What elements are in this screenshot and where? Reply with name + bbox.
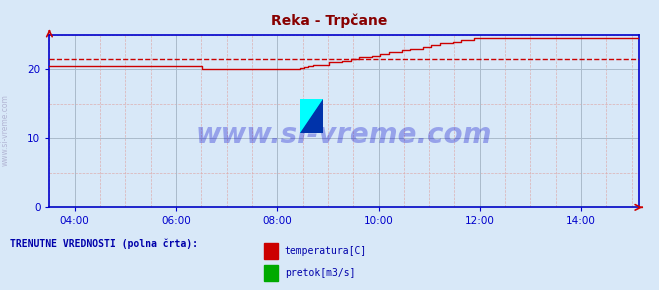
Text: TRENUTNE VREDNOSTI (polna črta):: TRENUTNE VREDNOSTI (polna črta):	[10, 238, 198, 249]
Text: pretok[m3/s]: pretok[m3/s]	[285, 268, 355, 278]
Polygon shape	[300, 99, 323, 133]
Text: temperatura[C]: temperatura[C]	[285, 246, 367, 256]
Text: Reka - Trpčane: Reka - Trpčane	[272, 13, 387, 28]
Text: www.si-vreme.com: www.si-vreme.com	[196, 121, 492, 149]
Polygon shape	[300, 99, 323, 133]
Text: www.si-vreme.com: www.si-vreme.com	[1, 95, 10, 166]
Polygon shape	[300, 99, 323, 133]
